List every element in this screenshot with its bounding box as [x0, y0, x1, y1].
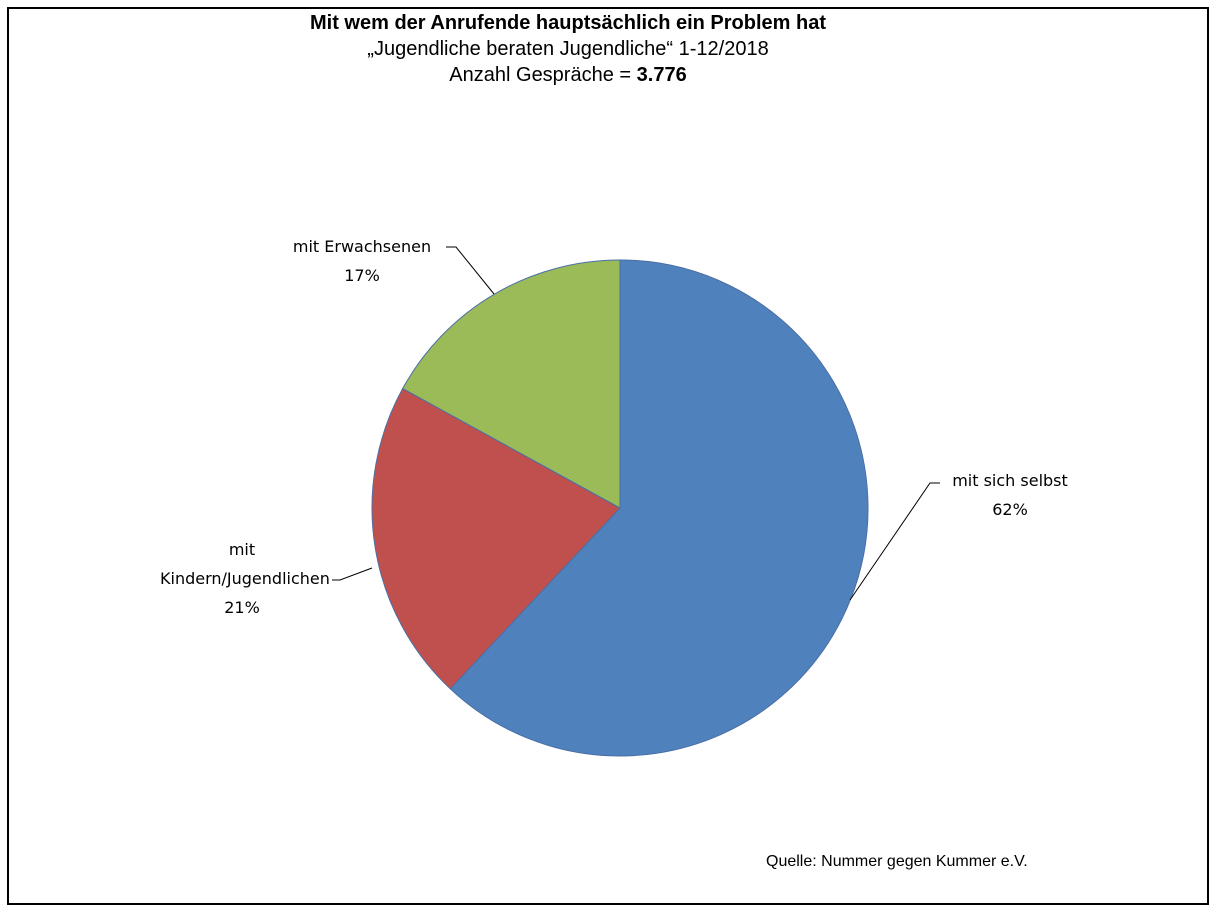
slices [371, 259, 869, 757]
count-label: Anzahl Gespräche = [449, 64, 632, 86]
pie-slice [371, 387, 621, 690]
leader-line [849, 482, 940, 601]
leader-line [332, 567, 373, 581]
count-line: Anzahl Gespräche = 3.776 [0, 64, 1136, 87]
slice-value-label: 62% [992, 500, 1028, 519]
slice-label: mit Erwachsenen [292, 237, 432, 256]
source: Quelle: Nummer gegen Kummer e.V. [766, 853, 1028, 870]
leader-line [446, 246, 495, 295]
slice-label: mit Kindern/Jugendlichen [160, 540, 330, 588]
chart-subtitle: „Jugendliche beraten Jugendliche“ 1-12/2… [367, 38, 769, 60]
chart-title: Mit wem der Anrufende hauptsächlich ein … [309, 12, 826, 34]
count-value: 3.776 [636, 64, 687, 86]
slice-label: mit sich selbst [952, 471, 1068, 490]
slice-value-label: 21% [224, 598, 260, 617]
chart-frame [7, 7, 1209, 905]
slice-value-label: 17% [344, 266, 380, 285]
pie-slice [401, 259, 621, 509]
